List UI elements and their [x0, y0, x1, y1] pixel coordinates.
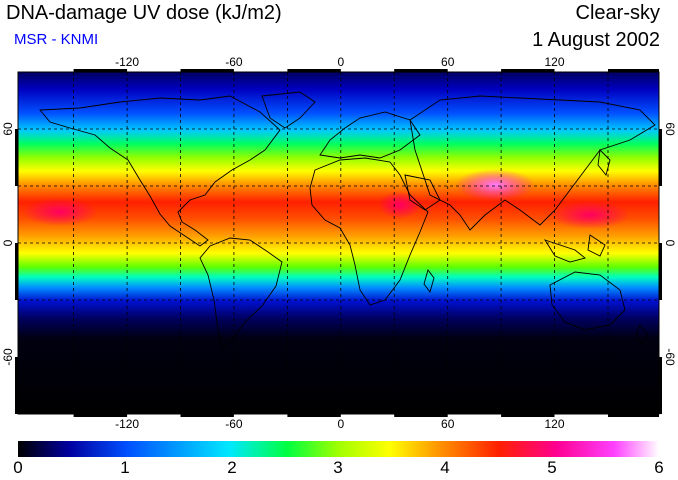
- high-uv-region: [22, 198, 98, 226]
- longitude-tick-bottom: -60: [225, 417, 243, 431]
- colorbar-label: 4: [440, 458, 450, 477]
- longitude-tick-top: 0: [337, 55, 344, 69]
- colorbar-label: 2: [227, 458, 237, 477]
- colorbar-label: 6: [654, 458, 664, 477]
- high-uv-region: [550, 201, 630, 229]
- latitude-tick-right: 60: [663, 122, 677, 136]
- sky-condition-label: Clear-sky: [575, 2, 660, 24]
- graticule: [18, 72, 659, 414]
- colorbar: [18, 441, 659, 457]
- longitude-tick-bottom: 120: [544, 417, 564, 431]
- high-uv-region: [455, 169, 535, 201]
- high-uv-region: [378, 191, 422, 219]
- longitude-tick-bottom: 0: [337, 417, 344, 431]
- latitude-tick-left: 0: [1, 239, 15, 246]
- map-border-ticks: [15, 69, 662, 417]
- longitude-tick-bottom: 60: [441, 417, 455, 431]
- colorbar-label: 1: [120, 458, 130, 477]
- longitude-tick-top: 60: [441, 55, 455, 69]
- longitude-tick-top: -60: [225, 55, 243, 69]
- latitude-tick-left: -60: [1, 348, 15, 366]
- date-label: 1 August 2002: [532, 29, 660, 51]
- longitude-tick-top: -120: [115, 55, 139, 69]
- longitude-tick-top: 120: [544, 55, 564, 69]
- colorbar-label: 3: [333, 458, 343, 477]
- colorbar-label: 5: [547, 458, 557, 477]
- source-label: MSR - KNMI: [14, 31, 99, 48]
- coastlines: [39, 91, 656, 349]
- latitude-tick-left: 60: [1, 122, 15, 136]
- latitude-tick-right: 0: [663, 240, 677, 247]
- longitude-tick-bottom: -120: [115, 417, 139, 431]
- colorbar-label: 0: [13, 458, 23, 477]
- latitude-tick-right: -60: [663, 348, 677, 366]
- page-title: DNA-damage UV dose (kJ/m2): [6, 2, 282, 24]
